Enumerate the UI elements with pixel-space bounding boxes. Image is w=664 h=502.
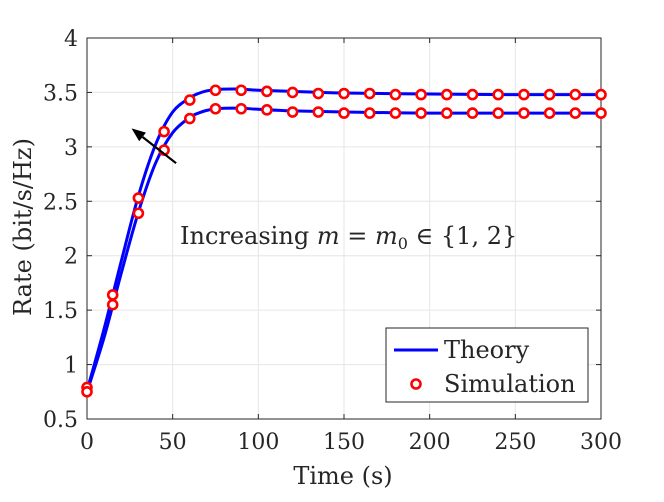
annotation-prefix: Increasing bbox=[180, 222, 317, 250]
x-tick-label: 0 bbox=[80, 430, 94, 455]
simulation-point bbox=[184, 112, 196, 125]
y-axis-label: Rate (bit/s/Hz) bbox=[9, 138, 37, 316]
simulation-point bbox=[338, 107, 350, 119]
legend-box bbox=[385, 327, 589, 403]
legend-label-theory: Theory bbox=[444, 336, 530, 364]
simulation-point bbox=[261, 104, 273, 116]
y-axis-ticks: 0.5 1 1.5 2 2.5 3 3.5 4 bbox=[43, 27, 601, 433]
y-tick-label: 2.5 bbox=[43, 190, 78, 215]
simulation-point bbox=[184, 94, 196, 106]
simulation-point bbox=[209, 102, 222, 115]
simulation-point bbox=[415, 107, 427, 119]
y-tick-label: 3 bbox=[64, 136, 78, 161]
legend-label-simulation: Simulation bbox=[444, 370, 576, 398]
simulation-point bbox=[312, 106, 325, 118]
y-tick-label: 1.5 bbox=[43, 299, 78, 324]
annotation-suffix: ∈ {1, 2} bbox=[408, 222, 517, 250]
simulation-point bbox=[415, 88, 427, 101]
x-tick-label: 100 bbox=[237, 430, 279, 455]
annotation-arrow bbox=[141, 136, 177, 165]
annotation-arrow-head bbox=[131, 128, 146, 142]
simulation-markers bbox=[81, 84, 607, 398]
x-tick-label: 150 bbox=[323, 430, 365, 455]
annotation-subscript: 0 bbox=[398, 234, 408, 253]
simulation-point bbox=[569, 107, 582, 119]
y-tick-label: 1 bbox=[64, 354, 78, 379]
simulation-point bbox=[286, 86, 299, 99]
simulation-point bbox=[106, 298, 119, 311]
simulation-point bbox=[106, 289, 119, 301]
simulation-point bbox=[389, 107, 402, 119]
legend-marker-swatch bbox=[410, 378, 422, 390]
simulation-point bbox=[209, 84, 222, 97]
y-tick-label: 2 bbox=[64, 245, 78, 270]
annotation-text: Increasing m = m0 ∈ {1, 2} bbox=[180, 222, 517, 253]
simulation-point bbox=[235, 102, 247, 115]
simulation-point bbox=[518, 107, 530, 119]
simulation-point bbox=[312, 87, 325, 100]
x-tick-label: 200 bbox=[409, 430, 451, 455]
simulation-point bbox=[261, 85, 273, 98]
y-tick-label: 0.5 bbox=[43, 408, 78, 433]
x-axis-ticks: 0 50 100 150 200 250 300 bbox=[80, 38, 622, 455]
simulation-point bbox=[363, 87, 376, 100]
annotation: Increasing m = m0 ∈ {1, 2} bbox=[131, 128, 517, 253]
x-tick-label: 250 bbox=[494, 430, 536, 455]
simulation-point bbox=[235, 84, 247, 97]
simulation-point bbox=[440, 88, 453, 101]
simulation-point bbox=[132, 192, 145, 204]
simulation-point bbox=[81, 385, 93, 398]
simulation-point bbox=[492, 107, 505, 119]
x-axis-label: Time (s) bbox=[293, 462, 392, 490]
simulation-point bbox=[363, 107, 376, 119]
simulation-point bbox=[132, 207, 145, 220]
annotation-math: m = m bbox=[317, 222, 398, 250]
simulation-point bbox=[518, 88, 530, 101]
simulation-point bbox=[595, 107, 607, 119]
simulation-point bbox=[440, 107, 453, 119]
simulation-point bbox=[569, 88, 582, 101]
legend: Theory Simulation bbox=[385, 327, 589, 403]
simulation-point bbox=[389, 88, 402, 101]
simulation-point bbox=[158, 125, 170, 138]
simulation-point bbox=[543, 88, 556, 101]
x-tick-label: 50 bbox=[159, 430, 187, 455]
simulation-point bbox=[543, 107, 556, 119]
simulation-point bbox=[286, 106, 299, 118]
simulation-point bbox=[466, 107, 479, 119]
y-tick-label: 4 bbox=[64, 27, 78, 52]
y-tick-label: 3.5 bbox=[43, 81, 78, 106]
simulation-point bbox=[338, 87, 350, 100]
simulation-point bbox=[492, 88, 505, 101]
x-tick-label: 300 bbox=[580, 430, 622, 455]
simulation-point bbox=[595, 88, 607, 101]
simulation-point bbox=[466, 88, 479, 101]
